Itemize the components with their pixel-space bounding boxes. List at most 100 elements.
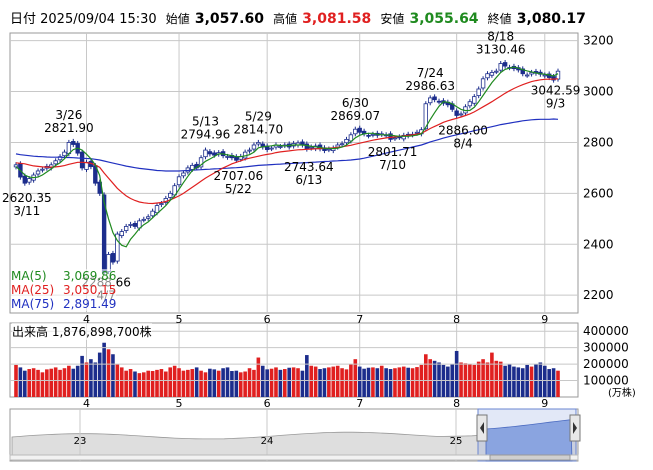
volume-bar	[58, 369, 62, 397]
price-x-tick-label: 7	[356, 313, 363, 326]
candle-body	[115, 233, 120, 262]
volume-bar	[150, 371, 155, 397]
annotation-value: 2801.71	[368, 145, 418, 159]
candle-body	[212, 152, 217, 156]
volume-bar	[327, 367, 331, 397]
volume-bar	[53, 367, 58, 397]
volume-bar	[437, 362, 441, 397]
volume-bar	[287, 367, 292, 397]
annotation-value: 2620.35	[2, 191, 52, 205]
annotation-date: 5/29	[245, 110, 272, 124]
price-header: 日付 2025/09/04 15:30 始値 3,057.60 高値 3,081…	[10, 8, 586, 28]
candle-body	[251, 144, 257, 150]
volume-bar	[318, 369, 322, 397]
candle-body	[392, 137, 398, 140]
volume-bar	[269, 368, 274, 397]
annotation-date: 6/13	[295, 173, 322, 187]
volume-bar	[168, 367, 173, 397]
annotation-value: 2707.06	[214, 169, 264, 183]
ma5-line	[15, 66, 559, 248]
close-label: 終値	[487, 12, 512, 26]
price-tick-label: 2600	[583, 186, 614, 200]
price-tick-label: 2200	[583, 288, 614, 302]
annotation-date: 5/22	[225, 182, 252, 196]
volume-bar	[485, 362, 490, 397]
annotation-date: 7/10	[379, 158, 406, 172]
price-x-tick-label: 8	[453, 313, 460, 326]
volume-bar	[84, 362, 89, 397]
volume-bar	[278, 369, 283, 397]
volume-title: 出来高 1,876,898,700株	[12, 323, 152, 340]
volume-bar	[199, 370, 203, 397]
volume-bar	[212, 369, 217, 397]
volume-bar	[97, 352, 102, 397]
candle-body	[542, 74, 547, 77]
price-tick-label: 2400	[583, 237, 614, 251]
candle-body	[123, 226, 129, 231]
volume-bar	[102, 342, 106, 397]
volume-bar	[45, 369, 49, 397]
volume-tick-label: 400000	[583, 324, 629, 338]
volume-tick-label: 100000	[583, 374, 629, 388]
candle-body	[141, 218, 146, 221]
volume-bar	[446, 366, 450, 397]
low-value: 3,055.64	[409, 11, 479, 27]
candle-body	[458, 113, 464, 116]
candle-body	[520, 68, 525, 75]
volume-bar	[18, 367, 23, 397]
volume-bar	[128, 369, 133, 397]
volume-bar	[106, 349, 111, 397]
annotation-date: 5/13	[192, 115, 219, 129]
annotation-value: 2886.00	[438, 124, 488, 138]
candle-body	[432, 96, 437, 101]
candle-body	[207, 151, 213, 155]
volume-tick-label: 200000	[583, 357, 629, 371]
legend-ma5-name: MA(5)	[11, 269, 47, 283]
volume-bar	[71, 368, 76, 397]
volume-bar	[230, 371, 234, 397]
volume-bar	[300, 370, 305, 397]
volume-bar	[93, 362, 98, 397]
candle-body	[132, 222, 138, 227]
volume-bar	[27, 369, 32, 397]
volume-bar	[309, 365, 314, 397]
candle-body	[181, 172, 186, 177]
overview-left-handle[interactable]	[476, 414, 488, 442]
volume-bar	[247, 368, 252, 397]
candle-body	[353, 128, 358, 135]
candle-body	[203, 149, 208, 158]
volume-bar	[225, 367, 230, 397]
candle-body	[454, 110, 459, 116]
candle-body	[555, 70, 561, 80]
annotation-date: 8/4	[453, 137, 472, 151]
volume-bar	[124, 370, 128, 397]
volume-bar	[67, 365, 71, 397]
candle-body	[71, 141, 76, 145]
candle-body	[176, 176, 182, 186]
candle-body	[366, 134, 371, 137]
candle-body	[304, 143, 310, 150]
ma75-line	[15, 118, 559, 172]
overview-scrollbar-track	[9, 454, 579, 461]
price-x-tick-label: 5	[176, 313, 183, 326]
candle-body	[13, 164, 19, 168]
volume-bar	[216, 370, 221, 397]
volume-bar	[490, 352, 494, 397]
annotation-date: 8/18	[487, 29, 514, 43]
volume-bar	[265, 369, 269, 397]
candle-body	[472, 96, 477, 104]
candle-body	[436, 100, 442, 103]
candle-body	[309, 146, 314, 149]
candle-body	[467, 101, 473, 107]
volume-bar	[190, 369, 195, 397]
overview-right-handle[interactable]	[569, 414, 581, 442]
candle-body	[154, 205, 160, 214]
volume-x-tick-label: 7	[356, 397, 363, 410]
header-datetime: 日付 2025/09/04 15:30	[10, 12, 157, 27]
overview-scrollbar-thumb[interactable]	[489, 454, 571, 461]
candle-body	[494, 70, 499, 73]
volume-bar	[406, 367, 410, 397]
volume-bar	[503, 365, 507, 397]
